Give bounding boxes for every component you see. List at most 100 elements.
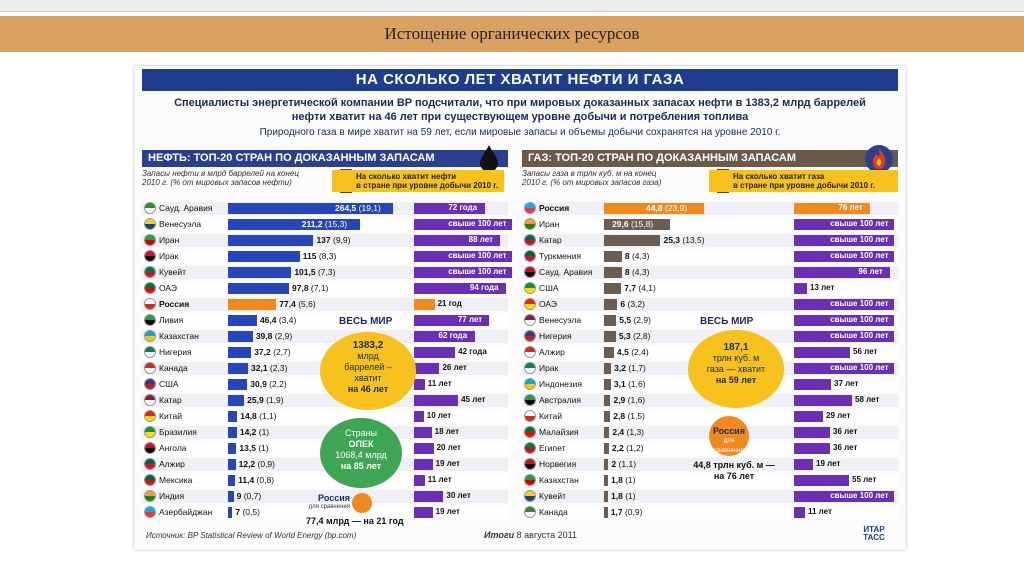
country-flag-icon [144, 490, 156, 502]
oil-years-note-line2: в стране при уровне добычи 2010 г. [356, 181, 499, 190]
reserve-bar [228, 299, 277, 310]
reserve-value: 1,7 (0,9) [611, 507, 643, 517]
reserve-amount: 5,3 [618, 331, 634, 341]
reserve-amount: 29,6 [612, 219, 631, 229]
slide-title: Истощение органических ресурсов [384, 24, 640, 43]
intro-text: Специалисты энергетической компании BP п… [148, 96, 892, 124]
reserve-amount: 2,8 [613, 411, 628, 421]
gas-flame-icon [865, 145, 893, 173]
reserve-share: (1) [625, 475, 636, 485]
reserve-share: (2,9) [633, 315, 651, 325]
years-label: 36 лет [833, 443, 858, 452]
country-name: Австралия [539, 395, 581, 405]
country-name: Египет [539, 443, 566, 453]
country-flag-icon [524, 218, 536, 230]
reserve-amount: 264,5 [335, 203, 359, 213]
country-name: ОАЭ [539, 299, 558, 309]
years-bar [414, 427, 432, 438]
gas-table-row: Иран 29,6 (15,8) свыше 100 лет [522, 217, 898, 232]
years-label: свыше 100 лет [830, 491, 889, 500]
country-flag-icon [524, 490, 536, 502]
reserve-share: (19,1) [358, 203, 381, 213]
years-bar [414, 507, 433, 518]
oil-table-row: Китай 14,8 (1,1) 10 лет [142, 409, 508, 424]
reserve-share: (1,2) [626, 443, 644, 453]
oil-table-row: Азербайджан 7 (0,5) 19 лет [142, 505, 508, 520]
oil-drop-icon [480, 145, 498, 172]
years-label: 11 лет [808, 507, 832, 516]
reserve-share: (3,2) [627, 299, 645, 309]
reserve-share: (15,8) [630, 219, 654, 229]
slide-title-bar: Истощение органических ресурсов [0, 16, 1024, 52]
reserve-bar [604, 443, 609, 454]
reserve-amount: 44,8 [646, 203, 665, 213]
infographic-title: НА СКОЛЬКО ЛЕТ ХВАТИТ НЕФТИ И ГАЗА [142, 69, 898, 91]
years-bar [794, 363, 894, 374]
reserve-share: (2,7) [273, 347, 291, 357]
gas-table-row: Китай 2,8 (1,5) 29 лет [522, 409, 898, 424]
country-flag-icon [144, 330, 156, 342]
reserve-bar [228, 315, 257, 326]
reserve-amount: 30,9 [250, 379, 270, 389]
reserve-bar [604, 331, 616, 342]
reserve-amount: 2,4 [612, 427, 627, 437]
reserve-amount: 77,4 [279, 299, 299, 309]
country-flag-icon [144, 506, 156, 518]
reserve-share: (0,9) [624, 507, 643, 517]
years-label: 62 года [438, 331, 468, 340]
gas-reserves-note: Запасы газа в трлн куб. м на конец 2010 … [522, 169, 661, 187]
country-flag-icon [524, 298, 536, 310]
reserve-amount: 7,7 [624, 283, 639, 293]
country-name: Ангола [159, 443, 187, 453]
years-label: 21 год [437, 299, 462, 308]
reserve-value: 7 (0,5) [235, 507, 260, 517]
oil-table-row: Иран 137 (9,9) 88 лет [142, 233, 508, 248]
country-name: Иран [539, 219, 560, 229]
years-bar [794, 395, 852, 406]
country-name: Венесуэла [539, 315, 582, 325]
reserve-share: (9,9) [333, 235, 351, 245]
years-label: 36 лет [833, 427, 858, 436]
reserve-bar [604, 251, 622, 262]
country-flag-icon [524, 426, 536, 438]
logo-line-2: ТАСС [863, 533, 885, 542]
years-bar [414, 395, 459, 406]
reserve-value: 115 (8,3) [303, 251, 337, 261]
years-label: 45 лет [461, 395, 486, 404]
country-flag-icon [144, 298, 156, 310]
oil-world-label: ВЕСЬ МИР [339, 316, 393, 327]
oil-table-row: Кувейт 101,5 (7,3) свыше 100 лет [142, 265, 512, 280]
years-bar [414, 411, 424, 422]
reserve-value: 8 (4,3) [625, 267, 650, 277]
reserve-bar [604, 491, 609, 502]
reserve-bar [604, 427, 610, 438]
opec-label-2: ОПЕК [348, 439, 374, 449]
reserve-bar [228, 427, 237, 438]
years-label: 88 лет [468, 235, 493, 244]
country-name: Ирак [159, 251, 179, 261]
years-label: 19 лет [435, 459, 460, 468]
country-name: Россия [539, 203, 570, 213]
reserve-amount: 97,8 [292, 283, 311, 293]
reserve-amount: 137 [316, 235, 333, 245]
reserve-amount: 2,2 [611, 443, 627, 453]
reserve-share: (1,6) [628, 379, 646, 389]
reserve-value: 14,8 (1,1) [240, 411, 276, 421]
country-name: Катар [539, 235, 562, 245]
reserve-value: 6 (3,2) [620, 299, 645, 309]
reserve-amount: 25,3 [663, 235, 683, 245]
oil-years-note: На сколько хватит нефти в стране при уро… [332, 170, 504, 192]
reserve-share: (8,3) [318, 251, 337, 261]
country-name: Венесуэла [159, 219, 202, 229]
years-bar [794, 459, 813, 470]
years-bar [794, 283, 807, 294]
country-name: Катар [159, 395, 182, 405]
years-label: 29 лет [826, 411, 851, 420]
oil-world-text: баррелей – [344, 362, 392, 372]
reserve-amount: 1,7 [610, 507, 625, 517]
reserve-bar [228, 443, 237, 454]
reserve-share: (2,3) [269, 363, 288, 373]
years-bar [794, 411, 823, 422]
country-flag-icon [144, 346, 156, 358]
gas-russia-label: Россия [713, 426, 745, 436]
